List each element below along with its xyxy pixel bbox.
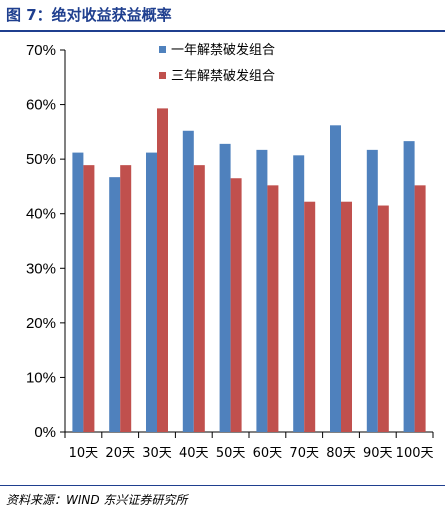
bar-series-2: [414, 185, 426, 432]
bars: [72, 108, 426, 433]
x-tick-label: 10天: [69, 446, 99, 461]
bar-series-2: [230, 178, 242, 432]
bar-series-2: [304, 201, 316, 432]
legend-label: 一年解禁破发组合: [171, 42, 275, 58]
bar-series-1: [403, 141, 415, 433]
bar-series-2: [157, 108, 168, 433]
y-tick-label: 30%: [26, 260, 56, 277]
y-tick-label: 70%: [26, 42, 56, 59]
figure-title: 图 7：绝对收益获益概率: [6, 6, 172, 24]
bar-series-2: [120, 165, 132, 432]
bar-series-1: [256, 149, 268, 432]
legend-label: 三年解禁破发组合: [171, 68, 275, 84]
x-tick-label: 50天: [216, 446, 246, 461]
x-tick-label: 30天: [142, 446, 172, 461]
x-tick-label: 100天: [396, 446, 434, 461]
bar-series-1: [72, 152, 84, 432]
y-tick-label: 0%: [34, 424, 56, 441]
x-axis: 10天 20天 30天 40天 50天 60天 70天 80天 90天 100天: [64, 431, 434, 461]
y-tick-label: 50%: [26, 151, 56, 168]
bar-series-1: [366, 149, 378, 432]
y-tick-label: 60%: [26, 97, 56, 114]
x-tick-label: 70天: [289, 446, 319, 461]
y-tick-label: 10%: [26, 369, 56, 386]
bar-series-2: [341, 201, 352, 432]
bar-series-2: [83, 165, 95, 432]
legend-swatch: [159, 72, 166, 79]
x-tick-label: 60天: [253, 446, 283, 461]
bar-series-1: [109, 177, 121, 432]
x-tick-label: 80天: [326, 446, 356, 461]
bar-series-1: [182, 130, 194, 432]
bar-chart: 0% 10% 20% 30% 40% 50% 60% 70% 10天 20天 30天 40天 50天 6…: [26, 42, 434, 461]
x-tick-label: 40天: [179, 446, 209, 461]
source-rule: [0, 485, 445, 486]
bar-series-1: [146, 152, 157, 432]
bar-series-2: [193, 165, 205, 432]
bar-series-1: [293, 155, 305, 432]
title-rule: [0, 30, 445, 32]
bar-series-2: [377, 205, 389, 432]
y-tick-label: 40%: [26, 206, 56, 223]
source-note: 资料来源：WIND 东兴证券研究所: [6, 493, 188, 507]
bar-series-1: [330, 125, 341, 433]
x-tick-label: 90天: [363, 446, 393, 461]
bar-series-2: [267, 185, 279, 432]
bar-series-1: [219, 143, 231, 432]
y-axis: 0% 10% 20% 30% 40% 50% 60% 70%: [26, 42, 66, 441]
x-tick-label: 20天: [105, 446, 135, 461]
y-tick-label: 20%: [26, 315, 56, 332]
legend-swatch: [159, 46, 166, 53]
